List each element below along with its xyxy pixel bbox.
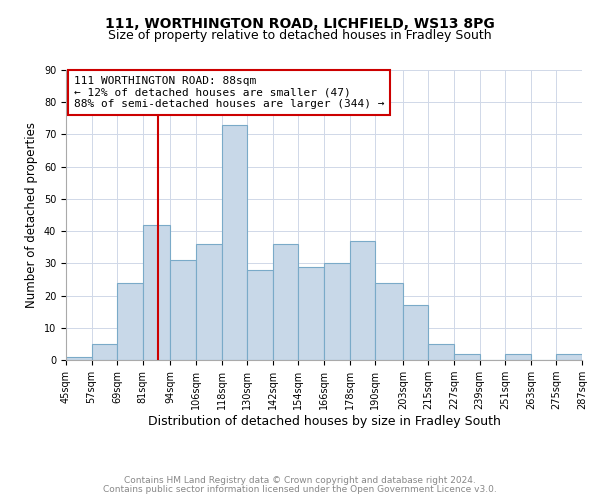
Bar [170, 260, 196, 360]
Text: 111 WORTHINGTON ROAD: 88sqm
← 12% of detached houses are smaller (47)
88% of sem: 111 WORTHINGTON ROAD: 88sqm ← 12% of det… [74, 76, 384, 109]
Bar [350, 241, 375, 360]
Bar [221, 125, 247, 360]
Bar [117, 282, 143, 360]
Bar [298, 266, 324, 360]
Bar [273, 244, 298, 360]
Text: Size of property relative to detached houses in Fradley South: Size of property relative to detached ho… [108, 29, 492, 42]
Bar [324, 264, 350, 360]
Bar [556, 354, 582, 360]
Bar [196, 244, 221, 360]
Text: Contains HM Land Registry data © Crown copyright and database right 2024.: Contains HM Land Registry data © Crown c… [124, 476, 476, 485]
Bar [143, 224, 170, 360]
Y-axis label: Number of detached properties: Number of detached properties [25, 122, 38, 308]
Bar [428, 344, 454, 360]
Bar [66, 357, 92, 360]
Bar [92, 344, 117, 360]
Bar [375, 282, 403, 360]
Bar [454, 354, 479, 360]
Bar [403, 305, 428, 360]
X-axis label: Distribution of detached houses by size in Fradley South: Distribution of detached houses by size … [148, 415, 500, 428]
Text: Contains public sector information licensed under the Open Government Licence v3: Contains public sector information licen… [103, 485, 497, 494]
Bar [505, 354, 531, 360]
Text: 111, WORTHINGTON ROAD, LICHFIELD, WS13 8PG: 111, WORTHINGTON ROAD, LICHFIELD, WS13 8… [105, 18, 495, 32]
Bar [247, 270, 273, 360]
